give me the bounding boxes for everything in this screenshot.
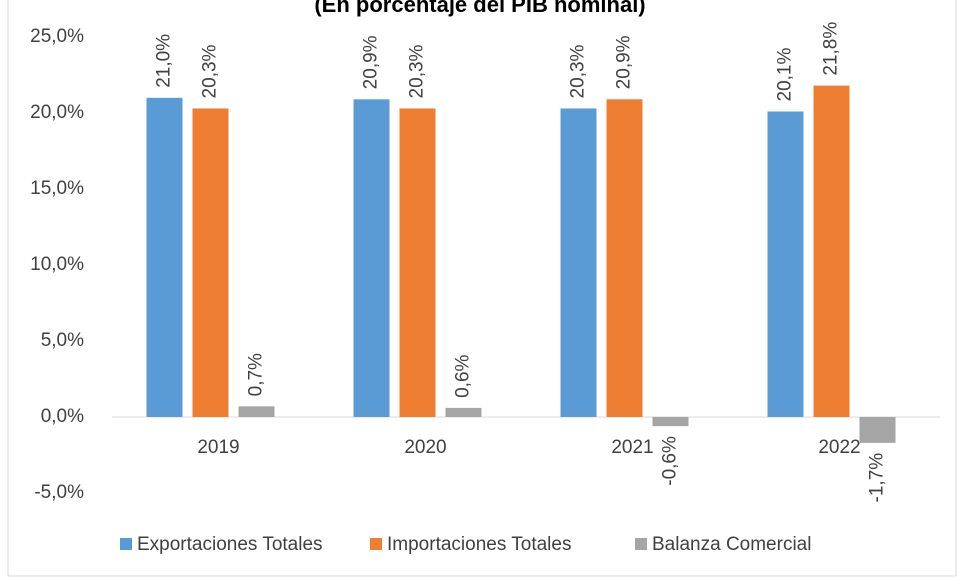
bar [813,85,850,417]
x-tick-label: 2022 [818,437,860,458]
bar [606,99,643,417]
data-label: 20,3% [200,44,221,98]
data-label: 21,8% [821,22,842,76]
data-label: -0,6% [660,436,681,486]
chart-title: (En porcentaje del PIB nominal) [314,0,645,17]
data-label: 20,1% [775,48,796,102]
bar [859,417,896,443]
bar [652,417,689,427]
data-label: 0,7% [246,353,267,396]
bar [445,407,482,417]
data-label: 21,0% [154,34,175,88]
legend-swatch [635,538,647,550]
bar [238,406,275,417]
data-label: -1,7% [867,453,888,503]
legend-label: Balanza Comercial [652,534,811,555]
y-tick-label: 25,0% [30,26,84,47]
legend-swatch [120,538,132,550]
data-label: 20,3% [407,44,428,98]
bar [560,108,597,417]
legend-label: Exportaciones Totales [137,534,323,555]
data-label: 20,9% [614,35,635,89]
data-label: 20,3% [568,44,589,98]
y-tick-label: 5,0% [41,330,84,351]
bar [192,108,229,417]
x-tick-label: 2021 [611,437,653,458]
y-tick-label: 0,0% [41,406,84,427]
x-tick-label: 2019 [197,437,239,458]
bar [399,108,436,417]
bar [146,97,183,418]
data-label: 0,6% [453,354,474,397]
y-tick-label: 10,0% [30,254,84,275]
legend-label: Importaciones Totales [387,534,571,555]
y-tick-label: 15,0% [30,178,84,199]
y-tick-label: 20,0% [30,102,84,123]
y-tick-label: -5,0% [34,482,84,503]
bar [353,99,390,417]
x-tick-label: 2020 [404,437,446,458]
bar [767,111,804,417]
legend-swatch [370,538,382,550]
data-label: 20,9% [361,35,382,89]
